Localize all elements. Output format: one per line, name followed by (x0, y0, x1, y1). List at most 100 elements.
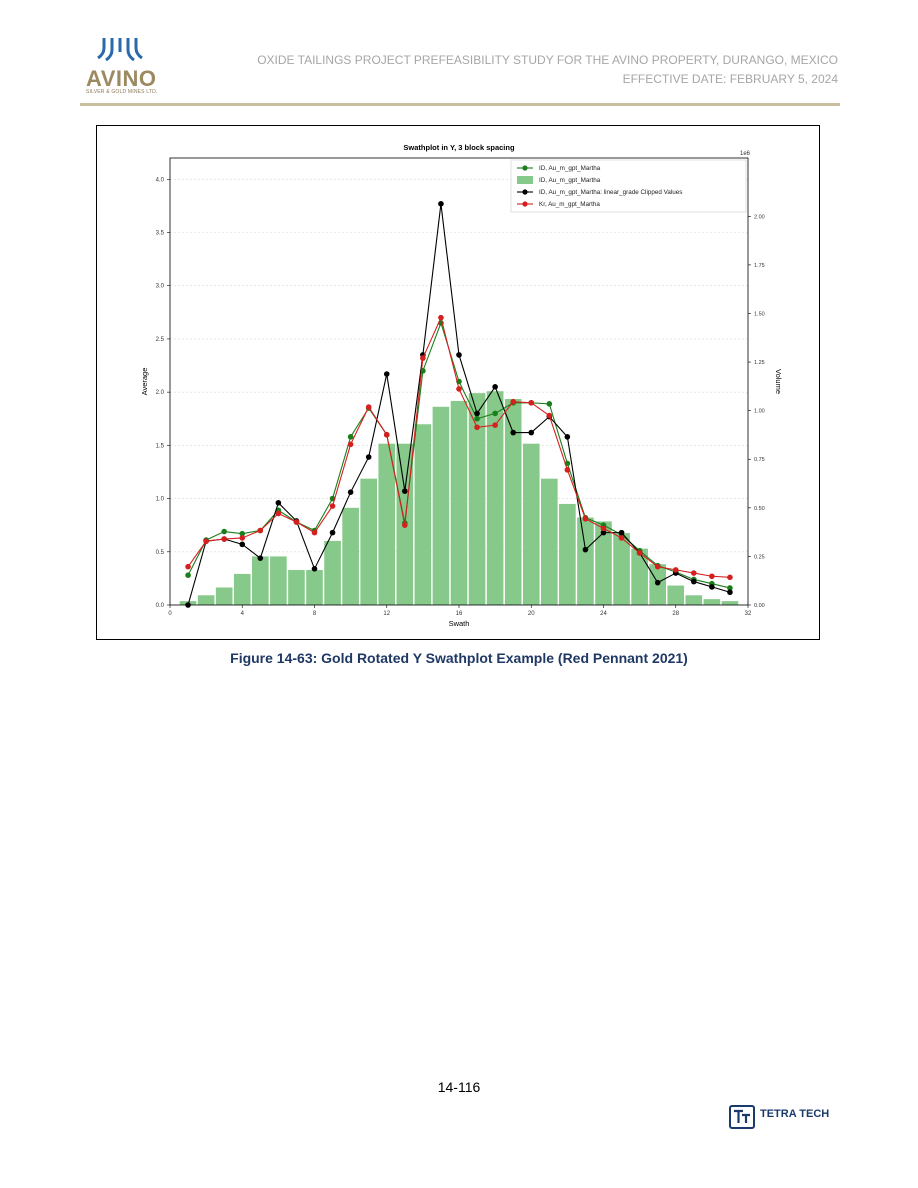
legend-marker (522, 189, 528, 195)
bar-volume (703, 599, 721, 605)
series-point (709, 584, 715, 590)
series-point (275, 510, 282, 517)
series-point (365, 454, 372, 460)
x-tick-label: 24 (600, 611, 607, 617)
series-point (311, 566, 318, 572)
series-point (492, 410, 498, 417)
x-tick-label: 12 (383, 611, 390, 617)
series-point (420, 355, 426, 361)
series-point (492, 422, 498, 428)
series-point (185, 572, 191, 578)
bar-volume (288, 570, 305, 605)
figure-frame: 0 4 8 12 16 20 24 28 32 0.0 0.5 1.0 1.5 2.0 2.5 3.0 3.5 4… (96, 125, 820, 640)
legend-swatch (517, 176, 533, 184)
series-point (203, 538, 209, 544)
bar-volume (324, 540, 341, 605)
y-tick-label: 0.5 (156, 550, 165, 556)
series-point (618, 535, 625, 541)
series-point (347, 434, 354, 440)
page-number: 14-116 (437, 1079, 481, 1095)
x-tick-label: 16 (456, 611, 463, 617)
legend-entry: ID, Au_m_gpt_Martha: linear_grade Clippe… (539, 189, 682, 196)
y2-tick-label: 1.75 (754, 263, 765, 269)
tetra-tech-logo-icon (729, 1105, 755, 1129)
series-point (239, 535, 246, 541)
series-point (636, 550, 643, 556)
series-point (474, 410, 480, 417)
series-point (672, 567, 679, 573)
y-tick-label: 2.0 (156, 390, 165, 396)
series-point (582, 515, 589, 522)
bar-volume (667, 585, 685, 605)
bar-volume (468, 393, 486, 605)
y-tick-label: 3.0 (156, 284, 165, 290)
y-tick-label: 1.5 (156, 443, 165, 449)
logo-wordmark: AVINO (86, 66, 157, 91)
series-point (456, 352, 462, 358)
bar-volume (378, 443, 396, 605)
series-point (239, 541, 246, 548)
series-point (239, 530, 246, 537)
y2-tick-label: 0.25 (754, 554, 765, 560)
bar-volume (306, 570, 323, 605)
bar-volume (197, 595, 215, 605)
header-divider (80, 103, 840, 106)
series-point (654, 579, 661, 586)
legend-box (510, 159, 747, 213)
bar-volume (541, 478, 558, 605)
y2-tick-label: 0.75 (754, 457, 765, 463)
series-point (347, 441, 354, 448)
series-point (691, 578, 697, 585)
series-point (329, 529, 336, 536)
series-point (564, 467, 571, 473)
series-point (456, 386, 462, 392)
y-axis-label: Average (140, 368, 149, 396)
series-point (654, 563, 661, 570)
bar-volume (233, 573, 251, 605)
y-tick-label: 1.0 (156, 497, 165, 503)
series-point (727, 589, 733, 596)
y2-tick-label: 1.50 (754, 311, 765, 317)
series-point (311, 529, 318, 536)
series-point (402, 488, 408, 494)
series-point (546, 401, 553, 407)
y2-tick-label: 1.00 (754, 409, 765, 415)
bar-volume (215, 587, 233, 605)
series-point (600, 525, 607, 532)
bar-volume (432, 406, 450, 605)
series-point (293, 519, 300, 525)
series-point (582, 546, 589, 553)
bar-volume (504, 398, 522, 605)
y2-tick-label: 1.25 (754, 360, 765, 366)
bar-volume (414, 424, 432, 605)
x-tick-label: 32 (745, 611, 752, 617)
bar-volume (486, 391, 504, 605)
swathplot-chart: 0 4 8 12 16 20 24 28 32 0.0 0.5 1.0 1.5 2.0 2.5 3.0 3.5 4… (140, 143, 783, 628)
series-point (510, 429, 516, 436)
bar-volume (360, 478, 377, 605)
bar-volume (342, 507, 359, 605)
bar-volume (613, 533, 630, 605)
legend-entry: ID, Au_m_gpt_Martha (539, 177, 601, 184)
bar-volume (270, 556, 287, 605)
series-point (691, 570, 697, 576)
chart-title: Swathplot in Y, 3 block spacing (403, 143, 515, 152)
tetra-tech-wordmark: TETRA TECH (760, 1108, 830, 1120)
series-point (383, 431, 390, 438)
y-tick-label: 0.0 (156, 603, 165, 609)
series-point (383, 371, 390, 377)
y-tick-label: 3.5 (156, 231, 165, 237)
series-point (474, 424, 480, 431)
bar-volume (721, 601, 739, 605)
series-point (618, 529, 625, 536)
series-point (185, 563, 191, 570)
series-point (221, 528, 227, 535)
series-point (329, 503, 336, 509)
header-title: OXIDE TAILINGS PROJECT PREFEASIBILITY ST… (257, 53, 838, 67)
series-point (600, 529, 607, 536)
series-point (528, 429, 535, 436)
series-point (564, 434, 571, 440)
series-point (402, 522, 408, 528)
y-tick-label: 2.5 (156, 337, 165, 343)
legend-entry: Kr, Au_m_gpt_Martha (539, 201, 600, 208)
